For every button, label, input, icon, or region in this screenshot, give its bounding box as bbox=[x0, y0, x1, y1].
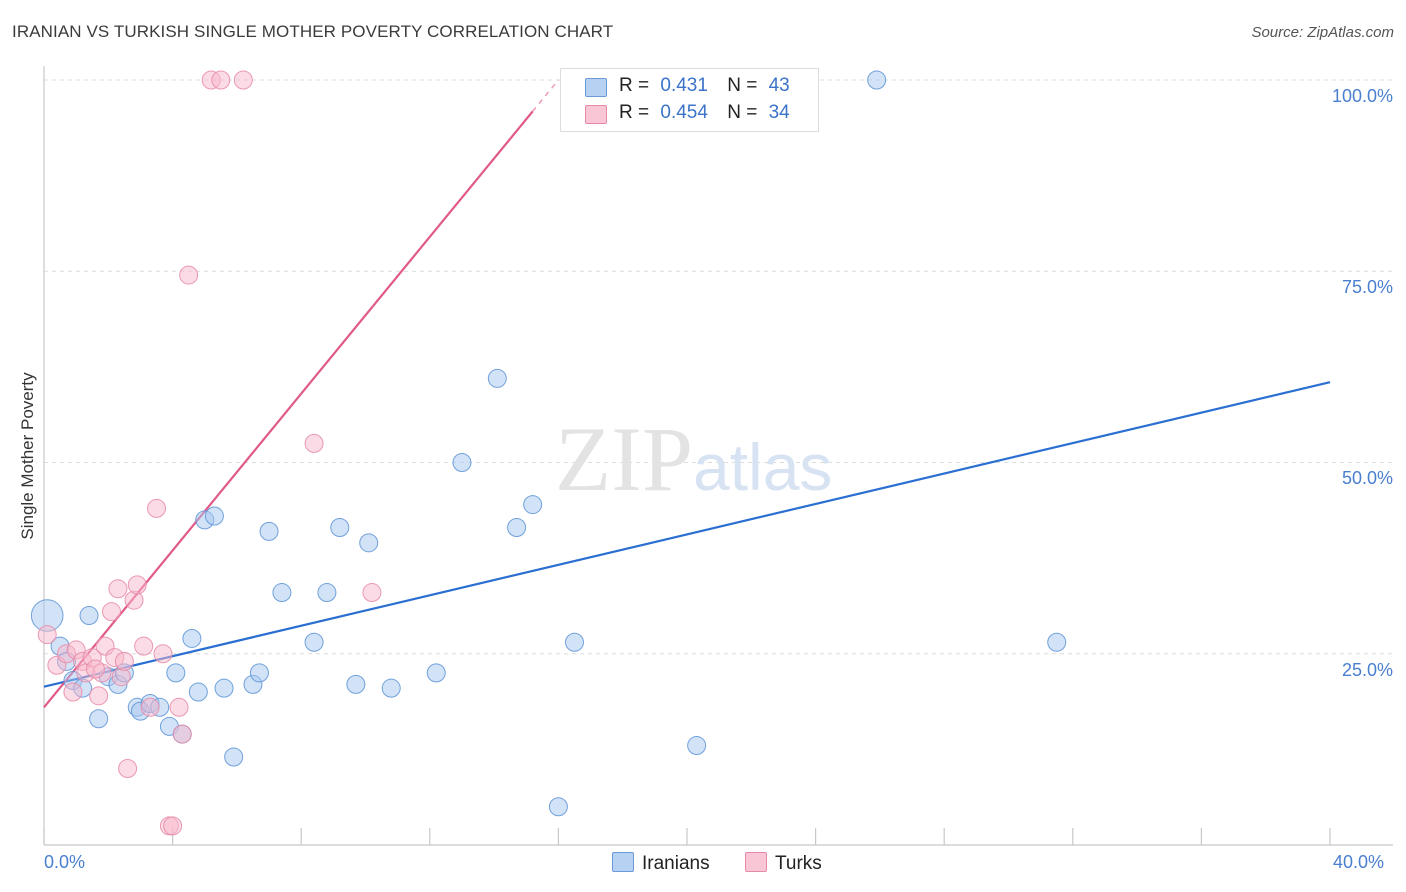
point-turks bbox=[85, 659, 105, 679]
trend-line-turks-extension bbox=[532, 79, 559, 112]
point-iranians bbox=[507, 518, 527, 538]
point-iranians bbox=[548, 797, 568, 817]
source-label: Source: ZipAtlas.com bbox=[1251, 24, 1394, 41]
trend-line-turks bbox=[43, 110, 534, 708]
point-turks bbox=[211, 70, 231, 90]
point-turks bbox=[114, 651, 134, 671]
point-iranians bbox=[487, 368, 507, 388]
gridlines bbox=[44, 79, 1393, 655]
legend-item-turks[interactable]: Turks bbox=[745, 852, 822, 875]
point-iranians bbox=[330, 518, 350, 538]
point-iranians bbox=[426, 663, 446, 683]
point-turks bbox=[172, 724, 192, 744]
point-iranians bbox=[224, 747, 244, 767]
point-iranians bbox=[214, 678, 234, 698]
point-turks bbox=[153, 644, 173, 664]
stats-box: R = 0.431 N = 43 R = 0.454 N = 34 bbox=[560, 68, 819, 132]
pink-swatch bbox=[585, 105, 607, 124]
point-iranians bbox=[204, 506, 224, 526]
y-axis-label: Single Mother Poverty bbox=[18, 372, 37, 540]
point-iranians bbox=[259, 521, 279, 541]
point-turks bbox=[169, 697, 189, 717]
point-turks bbox=[163, 816, 183, 836]
legend-swatch bbox=[745, 852, 767, 872]
point-turks bbox=[362, 583, 382, 603]
point-iranians bbox=[182, 628, 202, 648]
point-iranians bbox=[188, 682, 208, 702]
y-tick-label: 100.0% bbox=[1331, 86, 1393, 106]
r-label: R = bbox=[619, 75, 650, 96]
point-turks bbox=[37, 625, 57, 645]
point-iranians bbox=[452, 453, 472, 472]
r-value: 0.454 bbox=[660, 102, 708, 123]
point-iranians bbox=[272, 583, 292, 603]
r-label: R = bbox=[619, 102, 650, 123]
point-iranians bbox=[304, 632, 324, 652]
point-turks bbox=[140, 697, 160, 717]
point-iranians bbox=[359, 533, 379, 553]
point-iranians bbox=[523, 495, 543, 515]
point-turks bbox=[111, 667, 131, 687]
point-iranians bbox=[249, 663, 269, 683]
n-value: 34 bbox=[768, 102, 790, 123]
trend-lines bbox=[43, 79, 1331, 708]
point-iranians bbox=[317, 583, 337, 603]
n-value: 43 bbox=[768, 75, 790, 96]
point-turks bbox=[147, 498, 167, 518]
y-tick-label: 50.0% bbox=[1341, 468, 1393, 488]
n-label: N = bbox=[727, 102, 758, 123]
point-iranians bbox=[1047, 632, 1067, 652]
point-turks bbox=[134, 636, 154, 656]
x-tick-label: 0.0% bbox=[44, 852, 86, 872]
point-iranians bbox=[381, 678, 401, 698]
point-turks bbox=[108, 579, 128, 599]
point-turks bbox=[304, 433, 324, 453]
data-points bbox=[30, 70, 1067, 836]
blue-swatch bbox=[585, 78, 607, 97]
point-iranians bbox=[867, 70, 887, 90]
point-turks bbox=[102, 602, 122, 622]
watermark: ZIPatlas bbox=[555, 408, 832, 510]
point-iranians bbox=[166, 663, 186, 683]
point-iranians bbox=[687, 736, 707, 756]
point-iranians bbox=[564, 632, 584, 652]
point-turks bbox=[127, 575, 147, 595]
point-turks bbox=[89, 686, 109, 706]
trend-line-iranians bbox=[43, 381, 1331, 688]
r-value: 0.431 bbox=[660, 75, 708, 96]
chart-title: IRANIAN VS TURKISH SINGLE MOTHER POVERTY… bbox=[12, 22, 614, 41]
x-tick-label: 40.0% bbox=[1333, 852, 1385, 872]
legend-item-iranians[interactable]: Iranians bbox=[612, 852, 710, 875]
point-iranians bbox=[89, 709, 109, 729]
point-iranians bbox=[79, 606, 99, 625]
point-turks bbox=[63, 682, 83, 702]
point-iranians bbox=[346, 674, 366, 694]
y-tick-label: 25.0% bbox=[1341, 660, 1393, 680]
point-turks bbox=[233, 70, 253, 90]
point-turks bbox=[118, 759, 138, 778]
point-turks bbox=[179, 265, 199, 285]
legend-label: Turks bbox=[775, 853, 822, 874]
y-tick-label: 75.0% bbox=[1341, 277, 1393, 297]
point-turks bbox=[124, 590, 144, 610]
legend-label: Iranians bbox=[642, 853, 710, 874]
axes bbox=[43, 66, 1393, 846]
legend-swatch bbox=[612, 852, 634, 872]
n-label: N = bbox=[727, 75, 758, 96]
